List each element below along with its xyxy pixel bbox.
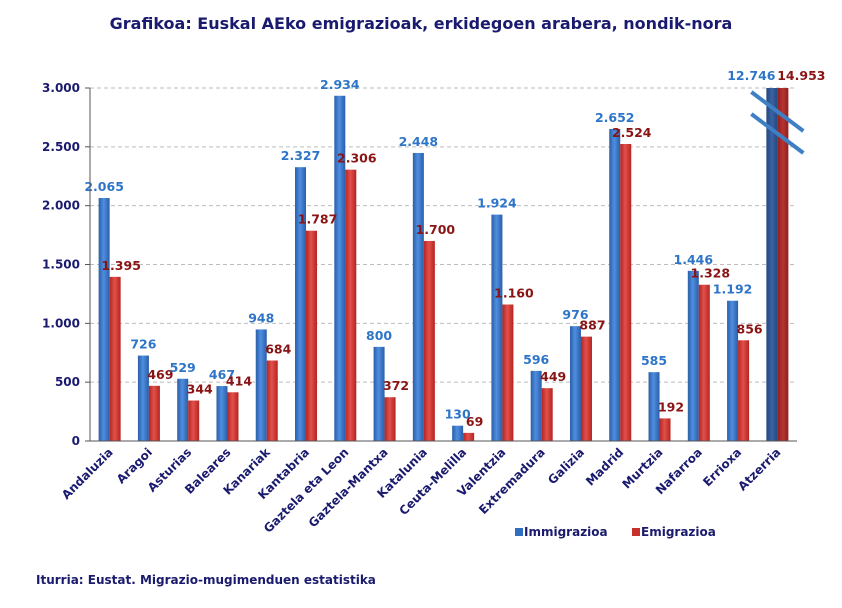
x-tick-label: Ceuta-Melilla (396, 445, 469, 518)
bar-immigrazioa (412, 152, 424, 441)
x-tick-label: Andaluzia (59, 445, 116, 502)
bar-immigrazioa (255, 329, 267, 441)
bar-emigrazioa (345, 169, 357, 442)
data-label-emigrazioa: 2.306 (337, 151, 377, 166)
y-tick-label: 0 (72, 434, 80, 448)
bar-immigrazioa (452, 425, 464, 441)
bar-immigrazioa (137, 355, 149, 441)
bar-immigrazioa (727, 300, 739, 441)
bar-immigrazioa (687, 270, 699, 441)
y-tick-label: 3.000 (42, 81, 80, 95)
y-tick-label: 2.000 (42, 199, 80, 213)
data-label-emigrazioa: 887 (579, 318, 605, 333)
chart-title: Grafikoa: Euskal AEko emigrazioak, erkid… (109, 14, 733, 33)
bar-immigrazioa (766, 88, 778, 441)
data-label-emigrazioa: 14.953 (777, 68, 825, 83)
bar-emigrazioa (463, 432, 475, 441)
bar-emigrazioa (502, 304, 514, 441)
bar-emigrazioa (384, 397, 396, 441)
legend: Immigrazioa Emigrazioa (515, 525, 716, 539)
data-label-immigrazioa: 467 (209, 367, 235, 382)
axis-break-mark (750, 90, 805, 133)
bar-emigrazioa (109, 276, 121, 441)
source-note: Iturria: Eustat. Migrazio-mugimenduen es… (36, 573, 376, 587)
data-label-immigrazioa: 1.192 (713, 282, 753, 297)
data-label-emigrazioa: 1.787 (298, 212, 338, 227)
x-axis-ticks: AndaluziaAragoiAsturiasBalearesKanariakK… (59, 445, 784, 536)
bar-immigrazioa (373, 346, 385, 441)
bar-immigrazioa (334, 95, 346, 442)
bar-emigrazioa (777, 88, 789, 441)
bar-emigrazioa (620, 144, 632, 441)
bar-emigrazioa (423, 240, 435, 441)
data-label-immigrazioa: 2.448 (399, 134, 439, 149)
bar-emigrazioa (227, 392, 239, 441)
data-label-immigrazioa: 726 (130, 337, 156, 352)
data-label-emigrazioa: 1.160 (494, 286, 534, 301)
data-label-immigrazioa: 1.924 (477, 196, 517, 211)
axes (89, 88, 797, 442)
data-label-immigrazioa: 2.934 (320, 77, 360, 92)
bar-emigrazioa (738, 340, 750, 441)
bar-immigrazioa (491, 214, 503, 441)
y-tick-label: 2.500 (42, 140, 80, 154)
data-label-immigrazioa: 130 (445, 407, 471, 422)
data-label-immigrazioa: 1.446 (674, 252, 714, 267)
y-axis-ticks: 0 500 1.000 1.500 2.000 2.500 3.000 (42, 81, 90, 448)
data-label-immigrazioa: 585 (641, 353, 667, 368)
data-label-immigrazioa: 2.327 (281, 148, 321, 163)
bar-emigrazioa (148, 385, 160, 441)
bar-immigrazioa (648, 372, 660, 441)
legend-swatch-immigrazioa (515, 528, 523, 536)
data-label-immigrazioa: 800 (366, 328, 392, 343)
legend-swatch-emigrazioa (632, 528, 640, 536)
data-label-immigrazioa: 976 (562, 307, 588, 322)
data-label-immigrazioa: 12.746 (727, 68, 776, 83)
data-label-emigrazioa: 684 (265, 342, 291, 357)
bar-immigrazioa (216, 386, 228, 441)
data-label-emigrazioa: 192 (658, 399, 684, 414)
y-tick-label: 1.000 (42, 316, 80, 330)
bar-emigrazioa (266, 360, 278, 441)
x-tick-label: Galizia (545, 445, 587, 487)
bar-emigrazioa (188, 400, 200, 441)
bar-emigrazioa (306, 230, 318, 441)
bar-immigrazioa (569, 326, 581, 441)
data-label-emigrazioa: 414 (226, 373, 252, 388)
bar-emigrazioa (659, 418, 671, 441)
legend-label-immigrazioa: Immigrazioa (524, 525, 608, 539)
bar-immigrazioa (530, 370, 542, 441)
data-label-emigrazioa: 856 (737, 321, 763, 336)
bar-immigrazioa (295, 167, 307, 441)
data-label-immigrazioa: 2.652 (595, 110, 635, 125)
data-label-immigrazioa: 948 (248, 310, 274, 325)
data-label-emigrazioa: 1.395 (101, 258, 141, 273)
data-label-emigrazioa: 1.700 (416, 222, 456, 237)
axis-break-mark (750, 112, 805, 155)
bar-emigrazioa (580, 336, 592, 441)
bar-emigrazioa (541, 388, 553, 441)
data-label-emigrazioa: 1.328 (691, 266, 731, 281)
bar-immigrazioa (98, 198, 110, 441)
legend-label-emigrazioa: Emigrazioa (641, 525, 716, 539)
data-label-emigrazioa: 469 (147, 367, 173, 382)
data-label-emigrazioa: 449 (540, 369, 566, 384)
data-label-emigrazioa: 2.524 (612, 125, 652, 140)
data-label-emigrazioa: 344 (187, 382, 213, 397)
gridlines (90, 87, 797, 383)
x-tick-label: Atzerria (735, 445, 783, 493)
data-label-immigrazioa: 529 (170, 360, 196, 375)
y-tick-label: 1.500 (42, 258, 80, 272)
data-label-immigrazioa: 596 (523, 352, 549, 367)
data-label-immigrazioa: 2.065 (84, 179, 124, 194)
data-label-emigrazioa: 69 (466, 414, 483, 429)
bar-immigrazioa (609, 128, 621, 441)
y-tick-label: 500 (55, 375, 80, 389)
bars (98, 88, 805, 442)
bar-immigrazioa (177, 378, 189, 441)
bar-emigrazioa (698, 284, 710, 441)
data-label-emigrazioa: 372 (383, 378, 409, 393)
